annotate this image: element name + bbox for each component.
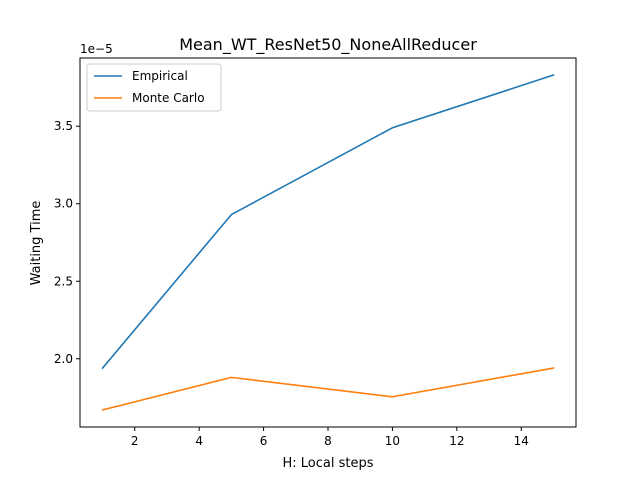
x-tick-label: 8 [324,434,332,448]
series-layer [101,74,555,411]
x-tick-label: 12 [449,434,464,448]
x-axis-label: H: Local steps [282,456,373,471]
legend-label-0: Empirical [132,69,188,83]
x-tick-label: 2 [131,434,139,448]
y-axis-offset-label: 1e−5 [80,42,113,56]
legend: Empirical Monte Carlo [86,63,222,112]
legend-label-1: Monte Carlo [132,91,205,105]
y-tick-label: 3.0 [54,197,73,211]
chart-title: Mean_WT_ResNet50_NoneAllReducer [179,35,477,55]
series-line-0 [101,74,555,370]
axes-frame [79,57,577,428]
x-tick-label: 4 [195,434,203,448]
y-tick-label: 2.0 [54,352,73,366]
x-tick-label: 10 [385,434,400,448]
x-tick-label: 6 [260,434,268,448]
x-tick-label: 14 [514,434,529,448]
x-axis-ticks: 2 4 6 8 10 12 14 [131,427,529,448]
y-axis-label: Waiting Time [29,201,44,286]
y-axis-ticks: 2.0 2.5 3.0 3.5 [54,119,80,366]
y-tick-label: 3.5 [54,119,73,133]
y-tick-label: 2.5 [54,274,73,288]
series-line-1 [101,367,555,411]
